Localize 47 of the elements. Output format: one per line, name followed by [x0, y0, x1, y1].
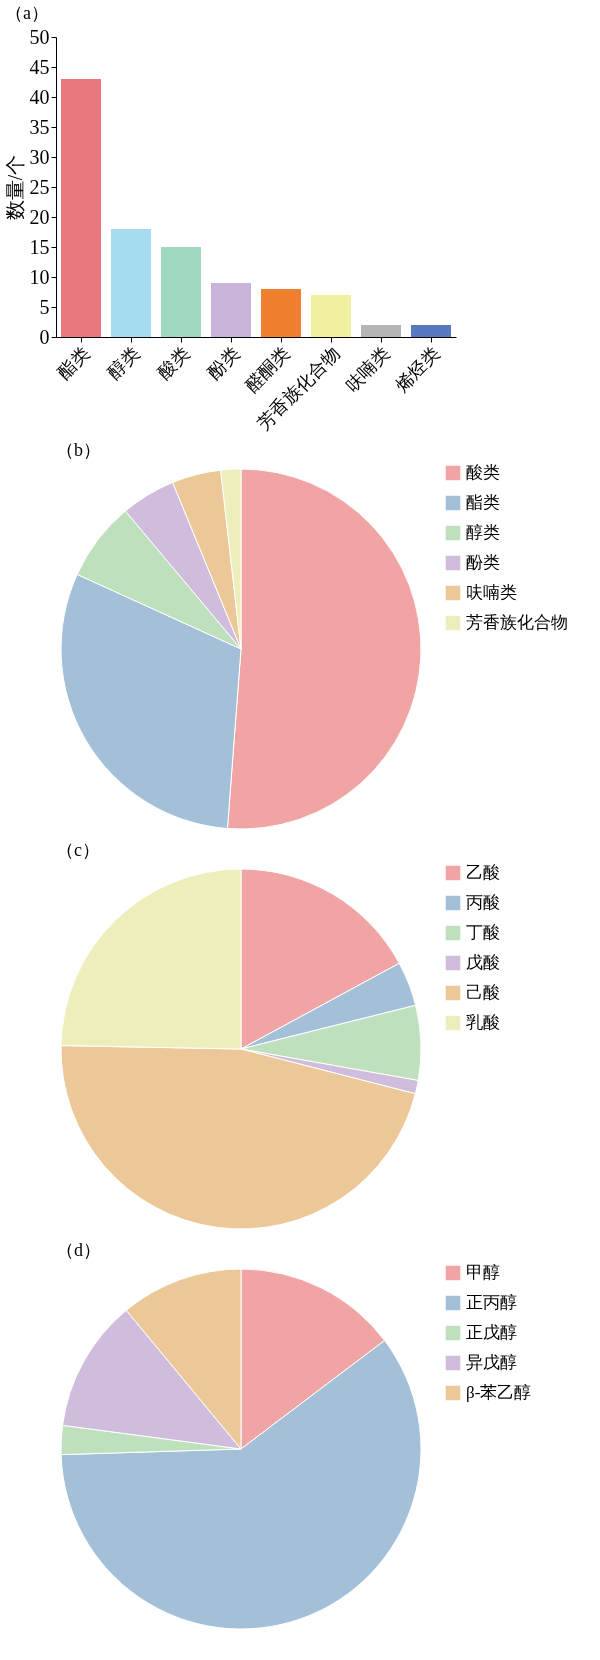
x-tick-label: 烯烃类	[391, 343, 444, 396]
legend-label: 甲醇	[466, 1263, 500, 1282]
y-axis-title: 数量/个	[3, 154, 26, 221]
bar	[361, 325, 401, 337]
x-tick-label: 呋喃类	[341, 343, 394, 396]
bar	[61, 79, 101, 337]
legend-label: 呋喃类	[466, 583, 517, 602]
chart-title: （a）	[5, 3, 49, 23]
bar	[411, 325, 451, 337]
y-tick-label: 20	[29, 205, 50, 228]
y-tick-label: 5	[39, 295, 50, 318]
legend-label: 醇类	[466, 523, 500, 542]
legend-label: 芳香族化合物	[466, 613, 568, 632]
x-tick-label: 醇类	[104, 343, 144, 383]
y-tick-label: 50	[29, 25, 50, 48]
y-tick-label: 30	[29, 145, 50, 168]
y-tick-label: 25	[29, 175, 50, 198]
legend-label: 酯类	[466, 493, 500, 512]
bar	[211, 283, 251, 337]
y-tick-label: 40	[29, 85, 50, 108]
legend-label: 乳酸	[466, 1013, 500, 1032]
bar	[261, 289, 301, 337]
y-tick-label: 15	[29, 235, 50, 258]
legend-label: 正丙醇	[466, 1293, 517, 1312]
chart-title: （b）	[56, 440, 101, 460]
x-tick-label: 酸类	[154, 343, 194, 383]
bar	[111, 229, 151, 337]
x-tick-label: 酚类	[204, 343, 244, 383]
y-tick-label: 10	[29, 265, 50, 288]
legend-label: 异戊醇	[466, 1353, 517, 1372]
legend-label: β-苯乙醇	[466, 1383, 532, 1402]
y-tick-label: 35	[29, 115, 50, 138]
y-tick-label: 45	[29, 55, 50, 78]
chart-title: （c）	[56, 840, 100, 860]
legend-label: 戊酸	[466, 953, 500, 972]
legend-label: 正戊醇	[466, 1323, 517, 1342]
legend-label: 丙酸	[466, 893, 500, 912]
legend-label: 酸类	[466, 463, 500, 482]
legend-label: 己酸	[466, 983, 500, 1002]
legend-label: 乙酸	[466, 863, 500, 882]
bar	[161, 247, 201, 337]
x-tick-label: 酯类	[54, 343, 94, 383]
y-tick-label: 0	[39, 325, 50, 348]
chart-title: （d）	[56, 1240, 101, 1260]
bar	[311, 295, 351, 337]
legend-label: 酚类	[466, 553, 500, 572]
legend-label: 丁酸	[466, 923, 500, 942]
